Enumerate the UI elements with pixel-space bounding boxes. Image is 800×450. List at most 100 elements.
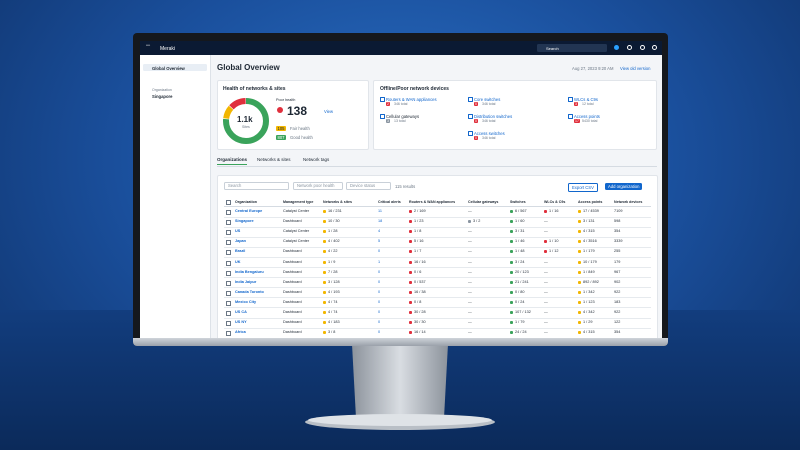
column-header[interactable]: Management type	[283, 199, 314, 204]
icon[interactable]	[627, 45, 632, 50]
org-link[interactable]: India Jaipur	[235, 279, 257, 284]
device-name[interactable]: Access points	[574, 113, 600, 119]
device-total: 13 total	[394, 119, 406, 123]
org-link[interactable]: Brazil	[235, 249, 246, 254]
column-header[interactable]: Routers & WAN appliances	[409, 199, 456, 204]
column-header[interactable]: Cellular gateways	[468, 199, 499, 204]
status-badge	[323, 300, 326, 304]
table-cell: 183	[614, 299, 621, 304]
export-button[interactable]: Export CSV	[568, 182, 598, 192]
org-link[interactable]: Mexico City	[235, 299, 257, 304]
tab[interactable]: Networks & sites	[257, 157, 291, 162]
tab[interactable]: Organizations	[217, 157, 248, 165]
status-badge	[578, 240, 581, 244]
table-cell: 1 / 29	[583, 320, 593, 325]
checkbox[interactable]	[226, 210, 231, 215]
table-cell: —	[544, 320, 548, 325]
device-name[interactable]: Cellular gateways	[386, 113, 420, 119]
icon[interactable]	[640, 45, 645, 50]
status-badge	[510, 230, 513, 234]
column-header[interactable]: Switches	[510, 199, 526, 204]
add-button[interactable]: Add organization	[605, 182, 643, 190]
org-link[interactable]: India Bengaluru	[235, 269, 264, 274]
device-name[interactable]: Routers & WAN appliances	[386, 96, 437, 102]
checkbox[interactable]	[226, 240, 231, 246]
search-box[interactable]: Search	[537, 44, 607, 52]
column-header[interactable]: Networks & sites	[323, 199, 352, 204]
status-badge	[578, 270, 581, 274]
table-cell: 354	[614, 229, 621, 234]
table-cell: 1 / 46	[515, 239, 525, 244]
table-cell: 1 / 8	[414, 229, 422, 234]
donut-total: 1.1k	[237, 115, 253, 124]
placeholder: Search	[228, 183, 242, 188]
table-cell: 16 / 16	[414, 259, 426, 264]
table-cell: 0	[378, 299, 381, 304]
filter[interactable]: Network poor health	[293, 182, 343, 190]
device-name[interactable]: WLCs & C9s	[574, 96, 598, 102]
filter-label: Network poor health	[297, 183, 335, 188]
checkbox[interactable]	[226, 260, 231, 266]
status-badge	[578, 290, 581, 294]
device-name[interactable]: Distribution switches	[474, 113, 513, 119]
status-badge	[409, 240, 412, 244]
org-link[interactable]: Singapore	[235, 219, 254, 224]
org-link[interactable]: UK	[235, 259, 241, 264]
device-name[interactable]: Core switches	[474, 96, 501, 102]
icon[interactable]	[614, 45, 619, 50]
org-link[interactable]: Africa	[235, 330, 246, 335]
tab[interactable]: Network tags	[303, 157, 330, 162]
view-link[interactable]: View	[324, 109, 334, 114]
device-total: 5430 total	[582, 119, 598, 123]
org-link[interactable]: Japan	[235, 239, 246, 244]
org-link[interactable]: Central Europe	[235, 209, 263, 213]
org-select[interactable]: Singapore	[152, 94, 173, 99]
filter[interactable]: Device status	[346, 182, 391, 190]
column-header[interactable]: WLCs & C9s	[544, 199, 566, 204]
checkbox[interactable]	[226, 200, 231, 205]
column-header[interactable]: Critical alerts	[378, 199, 401, 204]
column-header[interactable]: Network devices	[614, 199, 643, 204]
status-badge	[323, 280, 326, 284]
table-cell: 7 / 28	[328, 269, 338, 274]
table-cell: 902	[614, 279, 621, 284]
device-name[interactable]: Access switches	[474, 130, 505, 136]
status-badge	[323, 290, 326, 294]
old-version-link[interactable]: View old version	[620, 66, 651, 71]
org-link[interactable]: US CA	[235, 310, 247, 314]
status-badge	[323, 250, 326, 254]
search-placeholder: Search	[546, 46, 559, 51]
status-badge	[510, 260, 513, 264]
table-cell: 5 / 16	[414, 239, 424, 244]
table-cell: 11	[378, 209, 382, 213]
table-cell: —	[468, 249, 472, 254]
checkbox[interactable]	[226, 311, 231, 316]
device-icon	[568, 114, 573, 119]
nav-item[interactable]: Global Overview	[143, 64, 207, 71]
checkbox[interactable]	[226, 331, 231, 337]
table-cell: —	[468, 299, 472, 304]
checkbox[interactable]	[226, 321, 231, 327]
column-header[interactable]: Organization	[235, 199, 257, 204]
checkbox[interactable]	[226, 230, 231, 236]
column-header[interactable]: Access points	[578, 199, 603, 204]
status-badge	[510, 290, 513, 294]
icon[interactable]	[652, 45, 657, 50]
device-total: 12 total	[582, 102, 594, 106]
table-cell: 922	[614, 310, 621, 314]
table-cell: —	[468, 310, 472, 314]
status-badge	[510, 220, 513, 224]
checkbox[interactable]	[226, 290, 231, 296]
checkbox[interactable]	[226, 270, 231, 276]
table-cell: 17 / 4539	[583, 209, 599, 213]
status-badge	[323, 260, 326, 264]
checkbox[interactable]	[226, 280, 231, 286]
org-link[interactable]: US NY	[235, 320, 247, 325]
org-link[interactable]: Canada Toronto	[235, 289, 264, 294]
checkbox[interactable]	[226, 220, 231, 226]
table-cell: 1 / 123	[583, 299, 595, 304]
org-link[interactable]: US	[235, 229, 241, 234]
table-search[interactable]: Search	[224, 182, 289, 190]
checkbox[interactable]	[226, 250, 231, 256]
checkbox[interactable]	[226, 300, 231, 306]
